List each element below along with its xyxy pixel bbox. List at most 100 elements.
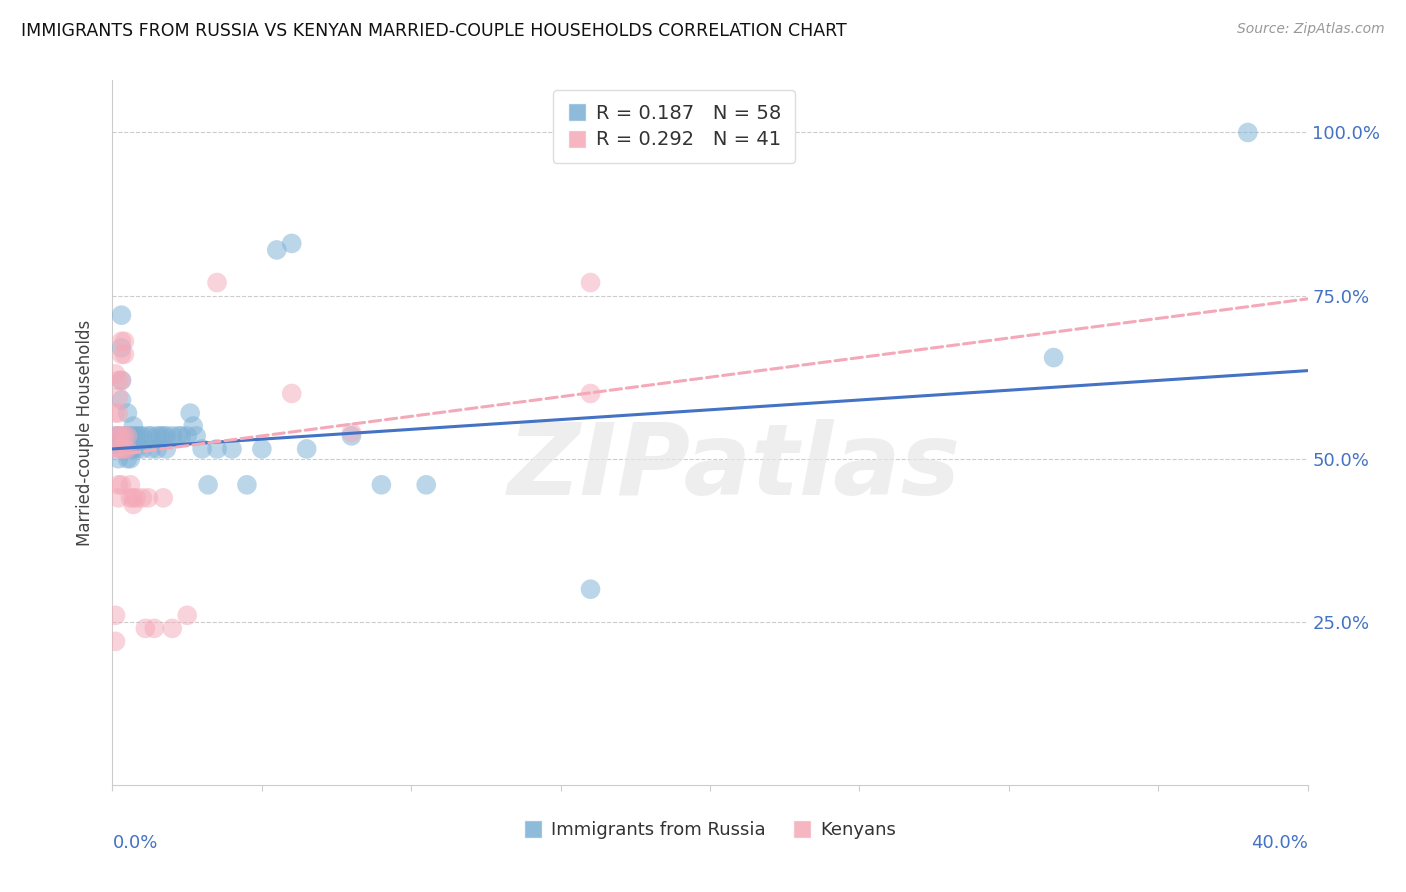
Point [107, 478, 129, 492]
Point [176, 429, 198, 443]
Point [107, 439, 129, 453]
Point [122, 491, 145, 505]
Point [122, 419, 145, 434]
Point [1042, 351, 1064, 365]
Point [1237, 126, 1260, 140]
Text: 0.0%: 0.0% [112, 834, 157, 852]
Point [107, 442, 129, 456]
Point [110, 373, 132, 387]
Point [110, 478, 132, 492]
Point [122, 442, 145, 456]
Point [295, 442, 318, 456]
Point [114, 334, 135, 349]
Point [281, 386, 304, 401]
Point [340, 425, 363, 440]
Point [205, 276, 228, 290]
Text: ZIPatlas: ZIPatlas [508, 419, 960, 516]
Point [176, 608, 198, 623]
Point [579, 276, 602, 290]
Point [122, 429, 145, 443]
Point [167, 429, 190, 443]
Point [131, 442, 153, 456]
Point [117, 429, 139, 443]
Point [141, 442, 163, 456]
Point [138, 429, 160, 443]
Text: 40.0%: 40.0% [1251, 834, 1308, 852]
Point [125, 442, 148, 456]
Point [152, 491, 174, 505]
Point [179, 406, 201, 420]
Point [250, 442, 273, 456]
Point [186, 429, 208, 443]
Point [125, 491, 148, 505]
Point [104, 429, 127, 443]
Point [138, 491, 160, 505]
Point [131, 491, 153, 505]
Point [162, 429, 183, 443]
Point [146, 442, 169, 456]
Point [340, 429, 363, 443]
Point [125, 429, 148, 443]
Point [107, 451, 129, 466]
Text: Source: ZipAtlas.com: Source: ZipAtlas.com [1237, 22, 1385, 37]
Point [114, 442, 135, 456]
Point [110, 429, 132, 443]
Point [221, 442, 243, 456]
Point [110, 442, 132, 456]
Point [149, 429, 172, 443]
Point [197, 478, 219, 492]
Point [162, 621, 183, 635]
Point [107, 373, 129, 387]
Point [114, 439, 135, 453]
Point [107, 429, 129, 443]
Text: IMMIGRANTS FROM RUSSIA VS KENYAN MARRIED-COUPLE HOUSEHOLDS CORRELATION CHART: IMMIGRANTS FROM RUSSIA VS KENYAN MARRIED… [21, 22, 846, 40]
Point [117, 442, 139, 456]
Point [170, 429, 193, 443]
Point [107, 406, 129, 420]
Point [181, 419, 204, 434]
Point [104, 634, 127, 648]
Point [117, 429, 139, 443]
Point [122, 497, 145, 511]
Point [155, 442, 177, 456]
Point [104, 406, 127, 420]
Point [205, 442, 228, 456]
Point [120, 478, 142, 492]
Point [134, 621, 156, 635]
Point [107, 491, 129, 505]
Point [120, 451, 142, 466]
Point [266, 243, 288, 257]
Point [143, 621, 166, 635]
Point [415, 478, 437, 492]
Point [110, 334, 132, 349]
Point [579, 386, 602, 401]
Point [120, 429, 142, 443]
Point [107, 390, 129, 404]
Y-axis label: Married-couple Households: Married-couple Households [76, 319, 94, 546]
Point [117, 442, 139, 456]
Point [114, 347, 135, 361]
Point [370, 478, 392, 492]
Point [152, 429, 174, 443]
Point [131, 429, 153, 443]
Point [191, 442, 214, 456]
Point [104, 608, 127, 623]
Point [114, 429, 135, 443]
Point [141, 429, 163, 443]
Point [281, 236, 304, 251]
Point [107, 429, 129, 443]
Point [146, 429, 169, 443]
Point [236, 478, 259, 492]
Point [110, 392, 132, 407]
Point [128, 429, 150, 443]
Point [117, 406, 139, 420]
Point [110, 373, 132, 387]
Point [110, 341, 132, 355]
Legend: Immigrants from Russia, Kenyans: Immigrants from Russia, Kenyans [517, 814, 903, 847]
Point [120, 491, 142, 505]
Point [579, 582, 602, 597]
Point [110, 308, 132, 322]
Point [104, 367, 127, 381]
Point [114, 429, 135, 443]
Point [104, 429, 127, 443]
